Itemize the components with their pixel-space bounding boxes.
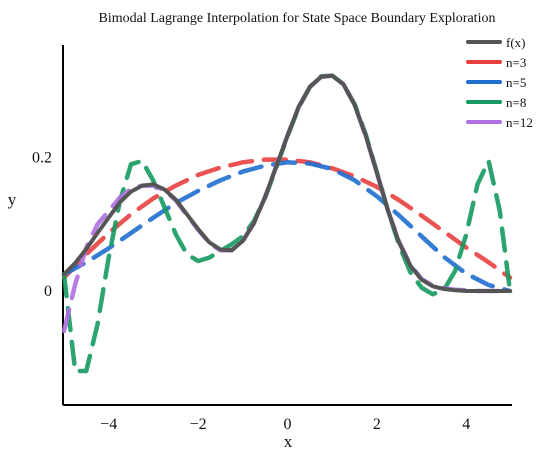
legend-label: n=3	[506, 55, 526, 70]
x-tick-label: 4	[462, 416, 470, 433]
y-tick-label: 0	[44, 283, 52, 300]
y-ticks: 00.2	[32, 150, 52, 300]
series-line-n12	[61, 73, 513, 334]
legend-label: n=5	[506, 75, 526, 90]
x-tick-label: −2	[190, 416, 207, 433]
series-line-fx	[62, 73, 512, 293]
x-ticks: −4 −2 0 2 4	[100, 416, 470, 433]
series-layer	[61, 73, 513, 374]
chart-title: Bimodal Lagrange Interpolation for State…	[99, 11, 496, 26]
series-line-n5	[61, 160, 513, 294]
x-tick-label: −4	[100, 416, 117, 433]
legend-label: n=12	[506, 115, 533, 130]
x-axis-label: x	[284, 432, 293, 451]
y-tick-label: 0.2	[32, 150, 52, 167]
legend: f(x) n=3 n=5 n=8 n=12	[466, 35, 533, 130]
x-tick-label: 2	[373, 416, 381, 433]
series-line-n3	[61, 157, 513, 280]
legend-label: n=8	[506, 95, 526, 110]
x-tick-label: 0	[284, 416, 292, 433]
series-line-n8	[61, 73, 513, 374]
legend-label: f(x)	[506, 35, 526, 50]
y-axis-label: y	[8, 190, 17, 209]
